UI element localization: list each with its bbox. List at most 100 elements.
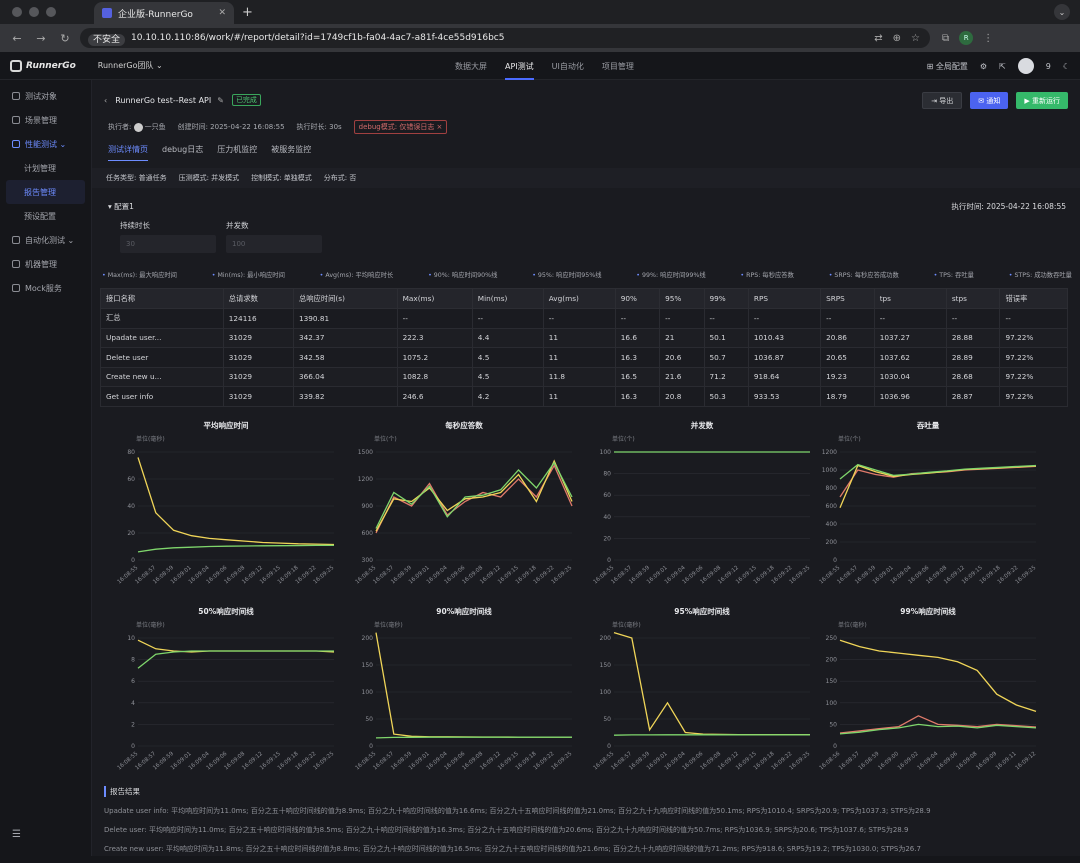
- export-button[interactable]: ⇥ 导出: [922, 92, 962, 109]
- table-cell: 31029: [223, 328, 293, 348]
- brand-logo[interactable]: RunnerGo: [10, 60, 76, 72]
- top-nav: 数据大屏 API测试 UI自动化 项目管理: [455, 52, 634, 80]
- exec-time: 执行时间: 2025-04-22 16:08:55: [951, 201, 1066, 212]
- user-avatar[interactable]: [1018, 58, 1034, 74]
- tab-service-monitor[interactable]: 被服务监控: [271, 144, 311, 161]
- translate-icon[interactable]: ⇄: [874, 33, 882, 44]
- series-line: [840, 640, 1036, 711]
- table-cell: 366.04: [293, 367, 397, 387]
- team-switcher[interactable]: RunnerGo团队 ⌄: [98, 60, 163, 71]
- nav-project-management[interactable]: 项目管理: [602, 61, 634, 72]
- table-cell: 4.2: [472, 387, 543, 407]
- close-tab-icon[interactable]: ✕: [218, 8, 226, 18]
- rerun-button[interactable]: ▶ 重新运行: [1016, 92, 1068, 109]
- insecure-badge[interactable]: 不安全: [88, 32, 125, 45]
- bookmark-star-icon[interactable]: ☆: [911, 33, 920, 44]
- tab-machine-monitor[interactable]: 压力机监控: [217, 144, 257, 161]
- profile-avatar[interactable]: R: [959, 31, 973, 45]
- edit-icon[interactable]: ✎: [217, 96, 224, 105]
- sidebar-item-test-objects[interactable]: 测试对象: [0, 84, 91, 108]
- sidebar-item-performance[interactable]: 性能测试 ⌄: [0, 132, 91, 156]
- chart-svg[interactable]: 05010015020025016:08:5616:08:5716:08:591…: [812, 606, 1044, 786]
- machine-icon: [12, 260, 20, 268]
- table-cell: 97.22%: [1000, 328, 1068, 348]
- invite-icon[interactable]: ⇱: [999, 62, 1006, 71]
- table-cell: 4.4: [472, 328, 543, 348]
- chart-svg[interactable]: 3006009001200150016:08:5516:08:5716:08:5…: [348, 420, 580, 600]
- tab-search-icon[interactable]: ⌄: [1054, 4, 1070, 20]
- chart-svg[interactable]: 02004006008001000120016:08:5516:08:5716:…: [812, 420, 1044, 600]
- legend-item: SRPS: 每秒应答成功数: [829, 270, 899, 279]
- zoom-icon[interactable]: ⊕: [893, 33, 901, 44]
- chart-svg[interactable]: 05010015020016:08:5516:08:5716:08:5916:0…: [348, 606, 580, 786]
- sidebar-item-scenes[interactable]: 场景管理: [0, 108, 91, 132]
- window-controls[interactable]: [12, 7, 56, 17]
- global-config-button[interactable]: ⊞ 全局配置: [927, 61, 968, 72]
- forward-icon[interactable]: →: [34, 32, 48, 45]
- new-tab-icon[interactable]: +: [242, 5, 253, 20]
- table-cell: 4.5: [472, 367, 543, 387]
- favicon-icon: [102, 8, 112, 18]
- sidebar-item-plans[interactable]: 计划管理: [0, 156, 91, 180]
- y-tick-label: 900: [362, 503, 374, 510]
- chart-svg[interactable]: 02040608010016:08:5516:08:5716:08:5916:0…: [586, 420, 818, 600]
- y-tick-label: 150: [600, 662, 612, 669]
- col-header: Avg(ms): [543, 289, 615, 309]
- y-tick-label: 300: [362, 557, 374, 564]
- back-icon[interactable]: ←: [10, 32, 24, 45]
- rerun-label: 重新运行: [1032, 96, 1060, 106]
- debug-mode-tag[interactable]: debug模式: 仅错误日志 ×: [354, 120, 448, 134]
- table-cell: 1036.87: [748, 348, 820, 368]
- table-cell: 71.2: [704, 367, 748, 387]
- sidebar: 测试对象 场景管理 性能测试 ⌄ 计划管理 报告管理 预设配置 自动化测试 ⌄ …: [0, 80, 92, 856]
- sidebar-item-reports[interactable]: 报告管理: [6, 180, 85, 204]
- table-cell: 124116: [223, 309, 293, 329]
- table-cell: 28.89: [946, 348, 1000, 368]
- chart-svg[interactable]: 02040608016:08:5516:08:5716:08:5916:09:0…: [110, 420, 342, 600]
- y-tick-label: 0: [833, 743, 837, 750]
- table-cell: 97.22%: [1000, 367, 1068, 387]
- summary-line: Upadate user info: 平均响应时间为11.0ms; 百分之五十响…: [104, 806, 1064, 816]
- table-cell: 1390.81: [293, 309, 397, 329]
- x-tick-label: 16:09:25: [1015, 565, 1038, 586]
- sidebar-item-automation[interactable]: 自动化测试 ⌄: [0, 228, 91, 252]
- table-cell: 20.8: [660, 387, 704, 407]
- app-header: RunnerGo RunnerGo团队 ⌄ 数据大屏 API测试 UI自动化 项…: [0, 52, 1080, 80]
- back-arrow-icon[interactable]: ‹: [104, 96, 107, 105]
- reload-icon[interactable]: ↻: [58, 32, 72, 45]
- nav-ui-automation[interactable]: UI自动化: [552, 61, 584, 72]
- table-cell: 4.5: [472, 348, 543, 368]
- legend-item: 95%: 响应时间95%线: [532, 270, 601, 279]
- table-cell: 1036.96: [874, 387, 946, 407]
- table-cell: 1030.04: [874, 367, 946, 387]
- address-bar[interactable]: 不安全 10.10.10.110:86/work/#/report/detail…: [80, 28, 930, 48]
- nav-data-screen[interactable]: 数据大屏: [455, 61, 487, 72]
- y-tick-label: 800: [826, 485, 838, 492]
- extensions-icon[interactable]: ⧉: [942, 33, 949, 44]
- table-cell: 11: [543, 387, 615, 407]
- series-line: [138, 545, 334, 552]
- sidebar-item-mock[interactable]: Mock服务: [0, 276, 91, 300]
- theme-toggle-icon[interactable]: ☾: [1063, 62, 1070, 71]
- sidebar-item-label: 性能测试 ⌄: [25, 139, 66, 150]
- col-header: tps: [874, 289, 946, 309]
- nav-api-test[interactable]: API测试: [505, 61, 534, 80]
- browser-tab[interactable]: 企业版-RunnerGo ✕: [94, 2, 234, 24]
- config-section-header[interactable]: ▾ 配置1 执行时间: 2025-04-22 16:08:55: [92, 196, 1080, 216]
- collapse-menu-icon[interactable]: ☰: [12, 829, 21, 840]
- browser-menu-icon[interactable]: ⋮: [983, 33, 993, 44]
- chart-svg[interactable]: 024681016:08:5516:08:5716:08:5916:09:011…: [110, 606, 342, 786]
- x-tick-label: 16:09:25: [551, 751, 574, 772]
- sidebar-item-presets[interactable]: 预设配置: [0, 204, 91, 228]
- tab-test-detail[interactable]: 测试详情页: [108, 144, 148, 161]
- executor-name: 一只鱼: [145, 123, 166, 131]
- tab-debug-log[interactable]: debug日志: [162, 144, 203, 161]
- settings-icon[interactable]: ⚙: [980, 62, 987, 71]
- stats-table: 接口名称 总请求数 总响应时间(s) Max(ms) Min(ms) Avg(m…: [100, 288, 1068, 407]
- chart-svg[interactable]: 05010015020016:08:5516:08:5716:08:5916:0…: [586, 606, 818, 786]
- notify-button[interactable]: ✉ 通知: [970, 92, 1008, 109]
- sidebar-item-machines[interactable]: 机器管理: [0, 252, 91, 276]
